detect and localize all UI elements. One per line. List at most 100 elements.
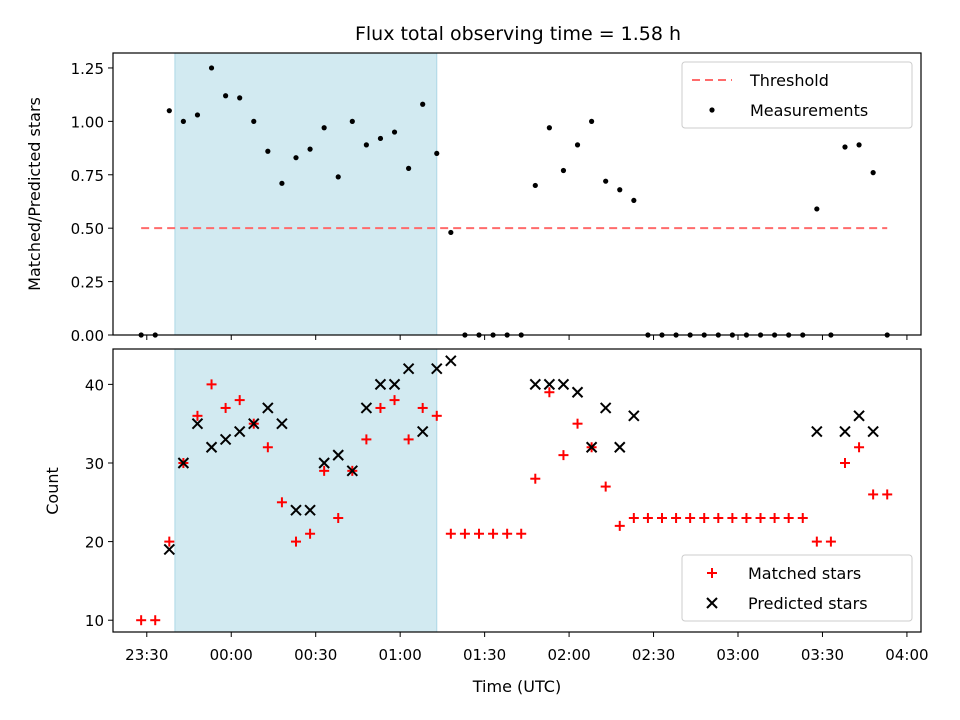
bottom-xtick-label: 01:30 — [463, 646, 506, 664]
x-stroke-b — [599, 402, 612, 414]
matched-star-point — [854, 442, 865, 453]
measurement-point — [448, 229, 454, 236]
x-stroke-b — [706, 597, 718, 609]
predicted-star-point — [276, 417, 288, 430]
predicted-star-point — [839, 425, 851, 438]
top-legend: Threshold Measurements — [681, 61, 913, 129]
measurement-point — [870, 170, 876, 176]
measurement-point — [434, 150, 440, 157]
bottom-xlabel: Time (UTC) — [472, 677, 561, 696]
x-stroke-b — [402, 362, 415, 375]
measurement-point — [180, 118, 186, 124]
matched-star-point — [797, 513, 808, 524]
predicted-star-point — [262, 402, 274, 414]
measurement-point — [560, 167, 567, 174]
x-stroke-b — [543, 378, 556, 391]
measurement-point — [279, 180, 285, 186]
matched-star-point — [628, 513, 639, 524]
matched-star-point — [727, 513, 738, 524]
matched-star-point — [713, 513, 724, 524]
measurement-point — [617, 187, 623, 193]
measurement-point — [265, 148, 271, 154]
x-stroke-b — [431, 362, 443, 375]
x-stroke-b — [867, 425, 879, 438]
matched-star-point — [473, 528, 484, 539]
legend-predicted-swatch — [706, 597, 718, 609]
measurement-point — [391, 129, 398, 135]
top-ylabel: Matched/Predicted stars — [25, 97, 44, 291]
predicted-star-point — [557, 378, 570, 391]
matched-star-point — [558, 450, 569, 461]
x-stroke-b — [811, 425, 823, 438]
x-stroke-b — [571, 386, 584, 398]
matched-star-point — [234, 395, 245, 406]
chart-title: Flux total observing time = 1.58 h — [355, 23, 681, 45]
bottom-xtick-label: 02:30 — [632, 646, 675, 664]
predicted-star-point — [416, 425, 429, 438]
matched-star-point — [305, 528, 316, 539]
measurement-point — [546, 125, 552, 131]
measurement-point — [363, 142, 369, 148]
top-ytick-label: 0.25 — [71, 274, 104, 292]
predicted-star-point — [163, 543, 176, 556]
matched-star-point — [488, 528, 499, 539]
x-stroke-b — [233, 425, 246, 438]
x-stroke-b — [163, 543, 176, 556]
predicted-star-point — [853, 410, 865, 422]
x-stroke-b — [346, 465, 359, 477]
matched-star-point — [769, 513, 780, 524]
measurement-point — [406, 165, 412, 171]
predicted-star-point — [191, 417, 204, 430]
predicted-star-point — [402, 362, 415, 375]
x-stroke-b — [839, 425, 851, 438]
x-stroke-b — [219, 433, 232, 446]
x-stroke-b — [557, 378, 570, 391]
observing-span-top-shade — [174, 52, 438, 336]
measurement-point — [377, 135, 384, 142]
matched-star-point — [868, 489, 879, 500]
bottom-panel: 10 20 30 40 23:30 00:00 00:30 01:00 01:30 02:00 02… — [43, 348, 929, 696]
predicted-star-point — [177, 457, 190, 469]
matched-star-point — [459, 528, 470, 539]
measurement-point — [856, 142, 862, 148]
legend-threshold-label: Threshold — [749, 71, 829, 90]
top-ytick-label: 1.25 — [71, 60, 104, 78]
matched-star-point — [530, 473, 541, 484]
predicted-star-point — [628, 410, 640, 422]
measurement-point — [589, 118, 595, 124]
matched-star-point — [825, 536, 836, 547]
x-stroke-b — [191, 417, 204, 430]
matched-star-point — [290, 536, 301, 547]
legend-box — [681, 61, 913, 129]
measurement-point — [208, 65, 215, 71]
matched-star-point — [375, 402, 386, 413]
top-ytick-label: 0.75 — [71, 167, 104, 185]
x-stroke-b — [853, 410, 865, 422]
predicted-star-point — [304, 504, 316, 516]
x-stroke-b — [614, 441, 626, 453]
bottom-legend: Matched stars Predicted stars — [681, 554, 913, 622]
measurement-point — [321, 125, 327, 131]
x-stroke-b — [374, 378, 387, 391]
bottom-ytick-label: 40 — [85, 376, 104, 394]
x-stroke-b — [416, 425, 429, 438]
matched-star-point — [276, 497, 287, 508]
predicted-star-point — [811, 425, 823, 438]
matched-star-point — [839, 457, 850, 468]
bottom-ytick-label: 10 — [85, 612, 104, 630]
matched-star-point — [206, 379, 217, 390]
predicted-star-point — [614, 441, 626, 453]
measurement-point — [335, 174, 341, 180]
bottom-xtick-label: 00:30 — [294, 646, 337, 664]
x-stroke-b — [290, 504, 302, 516]
measurement-point — [194, 112, 201, 118]
measurement-point — [166, 108, 172, 114]
predicted-star-point — [445, 355, 457, 367]
x-stroke-b — [205, 441, 218, 453]
measurement-point — [251, 118, 257, 124]
x-stroke-b — [276, 417, 288, 430]
bottom-xtick-label: 02:00 — [547, 646, 590, 664]
matched-star-point — [656, 513, 667, 524]
predicted-star-point — [585, 441, 598, 453]
